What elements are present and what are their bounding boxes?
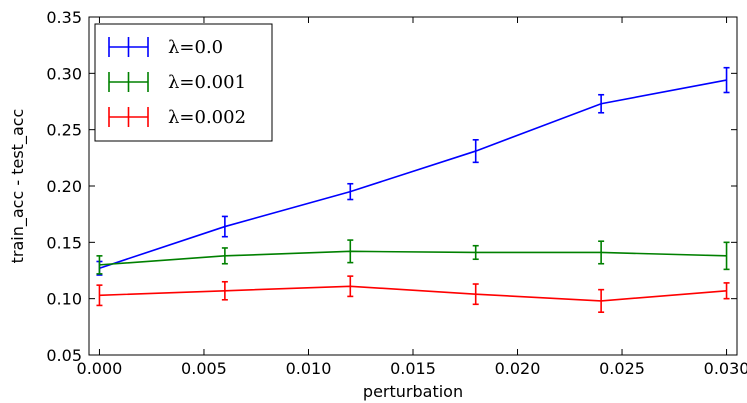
x-tick-label: 0.010	[286, 359, 332, 378]
y-tick-label: 0.35	[46, 8, 82, 27]
x-tick-label: 0.015	[390, 359, 436, 378]
series-group	[96, 66, 730, 276]
y-tick-label: 0.30	[46, 64, 82, 83]
legend-label: λ=0.001	[168, 72, 246, 93]
legend-item: λ=0.002	[108, 107, 246, 128]
x-tick-label: 0.025	[599, 359, 645, 378]
series-group	[96, 239, 730, 275]
legend-item: λ=0.001	[108, 72, 246, 93]
series-line	[99, 79, 727, 270]
legend-item: λ=0.0	[108, 37, 223, 58]
x-tick-label: 0.005	[181, 359, 227, 378]
x-tick-label: 0.020	[495, 359, 541, 378]
series-line	[99, 285, 727, 302]
x-tick-label: 0.000	[77, 359, 123, 378]
plot-area-frame	[88, 16, 738, 356]
y-tick-label: 0.20	[46, 177, 82, 196]
legend-label: λ=0.002	[168, 107, 246, 128]
y-axis-ticks: 0.05 0.10 0.15 0.20 0.25 0.30 0.35	[46, 8, 737, 365]
series-layer	[96, 66, 730, 313]
x-tick-label: 0.030	[704, 359, 747, 378]
y-tick-label: 0.15	[46, 233, 82, 252]
x-axis-label: perturbation	[363, 382, 463, 401]
legend-label: λ=0.0	[168, 37, 223, 58]
x-axis-ticks: 0.000 0.005 0.010 0.015 0.020 0.025 0.030	[77, 17, 747, 378]
y-tick-label: 0.10	[46, 290, 82, 309]
y-tick-label: 0.25	[46, 121, 82, 140]
legend: λ=0.0 λ=0.001 λ=0.002	[94, 23, 273, 142]
y-tick-label: 0.05	[46, 346, 82, 365]
series-group	[96, 275, 730, 313]
y-axis-label: train_acc - test_acc	[8, 109, 28, 264]
series-line	[99, 250, 727, 266]
